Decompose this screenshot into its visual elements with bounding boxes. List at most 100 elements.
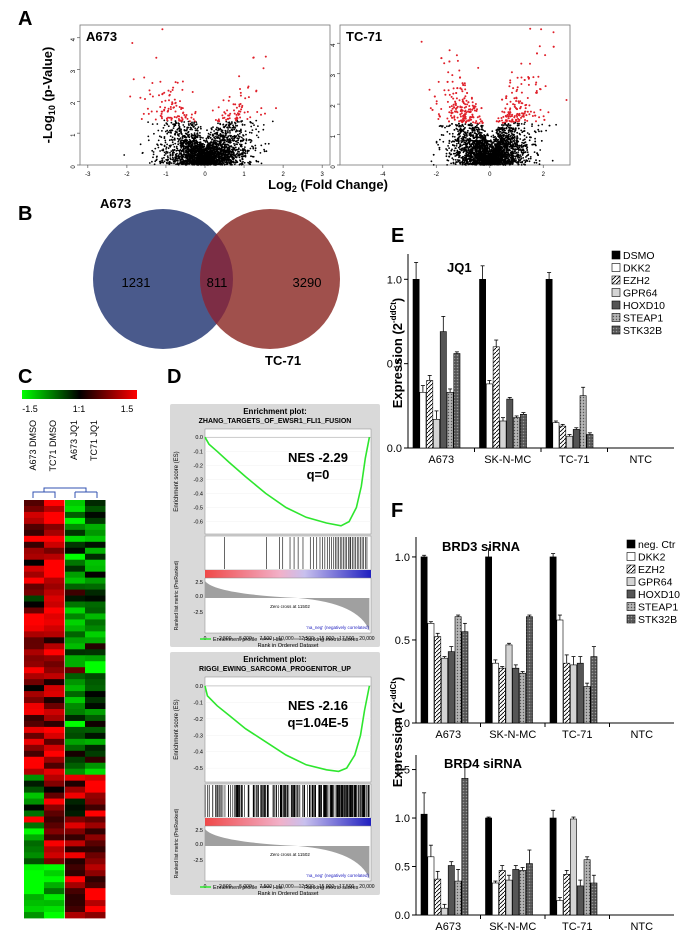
data-point	[461, 124, 464, 127]
significant-point	[161, 117, 163, 120]
data-point	[157, 139, 160, 142]
data-point	[240, 136, 243, 139]
data-point	[461, 140, 464, 143]
data-point	[527, 157, 530, 160]
data-point	[174, 123, 177, 126]
data-point	[180, 145, 182, 148]
data-point	[467, 147, 469, 149]
y-tick-label: 0	[71, 165, 77, 169]
data-point	[463, 134, 466, 137]
data-point	[171, 141, 174, 144]
data-point	[251, 129, 254, 132]
data-point	[451, 157, 454, 160]
data-point	[172, 151, 175, 154]
data-point	[167, 125, 170, 128]
data-point	[196, 129, 199, 132]
data-point	[230, 134, 233, 137]
data-point	[255, 119, 258, 122]
data-point	[182, 140, 185, 143]
data-point	[220, 148, 222, 151]
data-point	[202, 137, 204, 139]
data-point	[271, 120, 274, 123]
significant-point	[227, 114, 230, 117]
data-point	[189, 122, 192, 125]
data-point	[264, 142, 267, 145]
data-point	[179, 159, 182, 162]
significant-point	[168, 99, 170, 102]
data-point	[213, 162, 216, 165]
plot-frame	[79, 24, 331, 166]
significant-point	[174, 101, 177, 104]
data-point	[164, 141, 167, 144]
significant-point	[446, 117, 449, 120]
data-point	[210, 131, 212, 134]
data-point	[171, 154, 174, 157]
significant-point	[522, 114, 525, 117]
data-point	[504, 134, 506, 137]
data-point	[208, 155, 210, 157]
data-point	[526, 146, 529, 149]
data-point	[174, 160, 177, 163]
data-point	[147, 139, 150, 142]
significant-point	[238, 75, 241, 78]
data-point	[223, 162, 225, 165]
data-point	[219, 127, 222, 130]
data-point	[198, 152, 201, 154]
significant-point	[190, 113, 193, 116]
data-point	[172, 127, 175, 129]
significant-point	[428, 88, 431, 91]
data-point	[216, 161, 219, 163]
significant-point	[179, 100, 181, 103]
data-point	[227, 151, 230, 154]
data-point	[232, 156, 235, 159]
significant-point	[169, 106, 172, 108]
data-point	[210, 127, 213, 130]
data-point	[244, 149, 247, 152]
significant-point	[437, 118, 440, 120]
data-point	[454, 152, 456, 155]
significant-point	[233, 112, 236, 115]
data-point	[234, 161, 236, 164]
significant-point	[460, 88, 463, 91]
data-point	[162, 127, 165, 129]
significant-point	[171, 102, 174, 105]
data-point	[183, 121, 186, 123]
data-point	[223, 139, 225, 142]
y-tick-label: 1	[71, 133, 77, 137]
data-point	[244, 142, 247, 145]
data-point	[170, 121, 173, 124]
data-point	[520, 164, 523, 166]
volcano-points	[420, 27, 568, 166]
data-point	[173, 125, 176, 128]
data-point	[453, 136, 456, 138]
data-point	[218, 151, 221, 154]
data-point	[496, 132, 499, 135]
significant-point	[252, 56, 255, 59]
data-point	[167, 162, 170, 164]
data-point	[533, 151, 536, 154]
significant-point	[217, 106, 220, 109]
data-point	[214, 143, 217, 146]
data-point	[226, 149, 229, 152]
data-point	[173, 146, 176, 148]
significant-point	[233, 109, 235, 112]
data-point	[210, 151, 213, 154]
significant-point	[164, 106, 166, 109]
data-point	[154, 160, 157, 163]
significant-point	[521, 115, 524, 118]
significant-point	[155, 110, 158, 113]
data-point	[233, 163, 236, 166]
data-point	[196, 127, 199, 130]
data-point	[234, 159, 237, 162]
data-point	[178, 151, 181, 153]
data-point	[514, 157, 517, 160]
data-point	[230, 137, 233, 140]
significant-point	[437, 113, 440, 116]
data-point	[240, 120, 243, 122]
data-point	[490, 148, 493, 151]
data-point	[205, 162, 208, 165]
data-point	[240, 155, 243, 158]
significant-point	[239, 116, 242, 119]
data-point	[523, 123, 526, 125]
